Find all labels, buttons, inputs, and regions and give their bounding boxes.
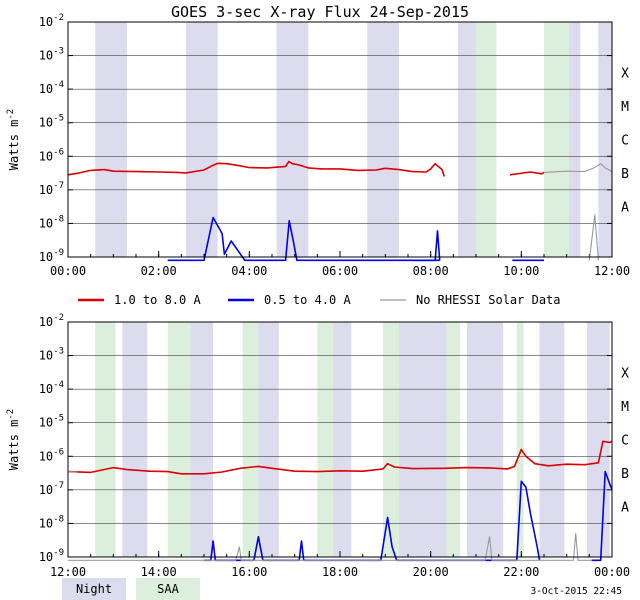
night-band [398,322,449,557]
series-line [509,171,545,176]
chart-title: GOES 3-sec X-ray Flux 24-Sep-2015 [171,3,469,21]
legend-night-label: Night [76,582,112,596]
x-tick-label: 20:00 [413,565,449,579]
night-band [328,322,352,557]
y-tick-label: 10-3 [39,347,64,363]
legend-saa-swatch [136,578,200,600]
saa-band [317,322,334,557]
flare-class-label: A [621,201,629,216]
x-tick-label: 10:00 [503,264,539,278]
saa-band [167,322,191,557]
y-tick-label: 10-8 [39,514,64,530]
panel-top: 10-9 10-8 10-7 10-6 10-5 10-4 10-3 10-2 00:00 02:… [6,13,630,278]
x-tick-label: 14:00 [141,565,177,579]
y-tick-label: 10-5 [39,414,64,430]
y-tick-label: 10-2 [39,13,64,29]
series-line [167,216,440,262]
x-tick-label: 02:00 [141,264,177,278]
legend-long-label: 1.0 to 8.0 A [114,293,201,307]
night-band [256,322,279,557]
plot-frame [67,21,613,258]
flare-class-label: C [621,434,629,449]
x-tick-label: 22:00 [503,565,539,579]
panel-bottom: 10-9 10-8 10-7 10-6 10-5 10-4 10-3 10-2 12:00 14:… [6,313,630,579]
flare-class-label: B [621,467,629,482]
band-legend: Night SAA [62,578,200,600]
x-tick-label: 00:00 [594,565,630,579]
saa-band [95,322,116,557]
flare-class-label: M [621,100,629,115]
y-tick-label: 10-5 [39,114,64,130]
legend-short-label: 0.5 to 4.0 A [264,293,351,307]
timestamp: 3-Oct-2015 22:45 [530,586,622,597]
series-line [412,230,441,262]
y-tick-label: 10-3 [39,47,64,63]
y-axis-label: Watts m-2 [6,109,21,170]
flare-class-label: C [621,134,629,149]
flare-class-label: B [621,167,629,182]
flare-class-label: M [621,400,629,415]
y-axis-label: Watts m-2 [6,409,21,470]
series-line [67,440,613,475]
night-band [539,322,565,557]
saa-band [446,322,461,557]
night-band [95,22,127,257]
saa-band [383,322,399,557]
series-line [591,470,613,562]
flare-class-label: A [621,501,629,516]
night-band [466,322,504,557]
y-tick-label: 10-6 [39,447,64,463]
y-tick-label: 10-6 [39,147,64,163]
y-tick-label: 10-7 [39,181,64,197]
series-line [543,163,613,173]
night-band [598,22,612,257]
saa-band [544,22,569,257]
flare-class-label: X [621,66,629,81]
y-tick-label: 10-4 [39,380,64,396]
y-tick-label: 10-4 [39,80,64,96]
saa-band [242,322,259,557]
x-tick-label: 08:00 [413,264,449,278]
night-band [367,22,399,257]
y-tick-label: 10-7 [39,481,64,497]
night-band [587,322,610,557]
x-tick-label: 12:00 [50,565,86,579]
saa-band [516,322,524,557]
legend-saa-label: SAA [157,582,179,596]
x-tick-label: 12:00 [594,264,630,278]
series-legend: 1.0 to 8.0 A 0.5 to 4.0 A No RHESSI Sola… [78,293,561,307]
x-tick-label: 18:00 [322,565,358,579]
flare-class-label: X [621,366,629,381]
night-band [122,322,148,557]
x-tick-label: 06:00 [322,264,358,278]
plot-frame [67,321,613,558]
x-tick-label: 04:00 [231,264,267,278]
y-tick-label: 10-2 [39,313,64,329]
saa-band [476,22,497,257]
x-tick-label: 16:00 [231,565,267,579]
y-tick-label: 10-8 [39,214,64,230]
y-tick-label: 10-9 [39,548,64,564]
series-line [67,160,446,177]
series-line [68,532,592,561]
y-tick-label: 10-9 [39,248,64,264]
night-band [276,22,309,257]
legend-norhessi-label: No RHESSI Solar Data [416,293,561,307]
series-line [588,214,599,261]
x-tick-label: 00:00 [50,264,86,278]
legend-night-swatch [62,578,126,600]
